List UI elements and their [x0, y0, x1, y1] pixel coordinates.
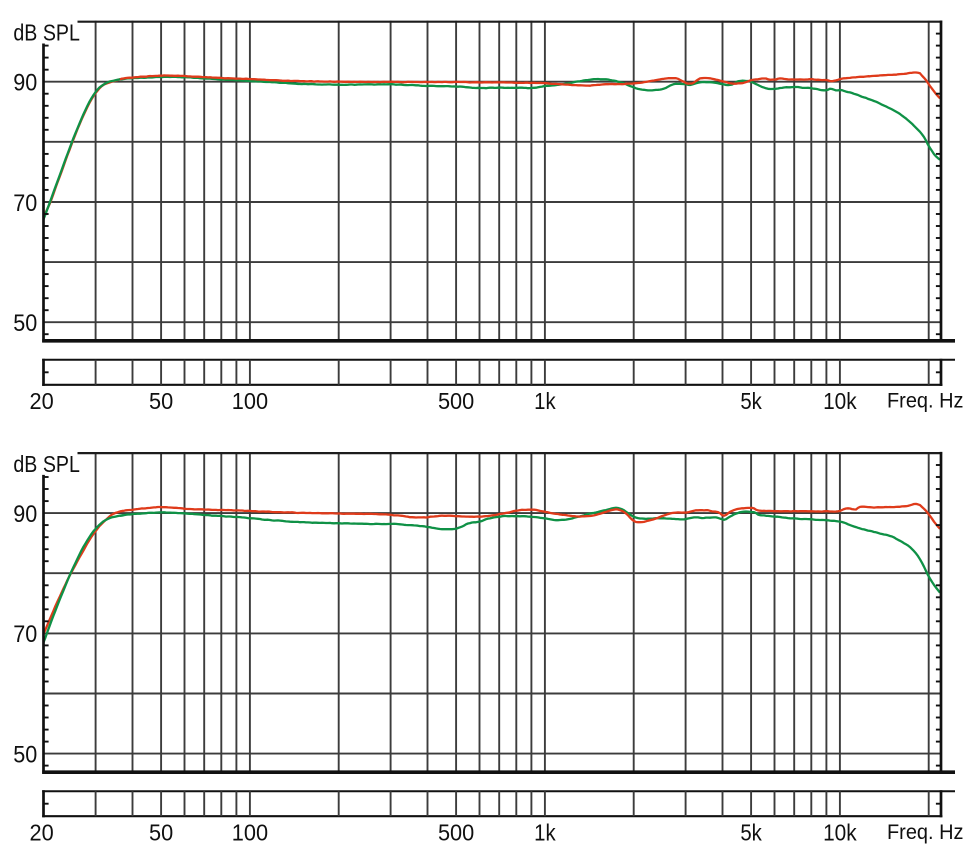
svg-text:dB SPL: dB SPL [13, 451, 80, 477]
svg-text:500: 500 [438, 820, 474, 846]
svg-text:100: 100 [232, 388, 268, 414]
svg-text:50: 50 [13, 310, 37, 337]
svg-text:1k: 1k [534, 388, 556, 414]
svg-text:50: 50 [13, 741, 37, 768]
svg-text:50: 50 [149, 820, 173, 846]
svg-text:10k: 10k [823, 820, 857, 846]
svg-text:90: 90 [13, 70, 37, 97]
svg-text:500: 500 [438, 388, 474, 414]
svg-text:50: 50 [149, 388, 173, 414]
svg-text:Freq. Hz: Freq. Hz [887, 819, 964, 844]
svg-text:100: 100 [232, 820, 268, 846]
svg-text:5k: 5k [740, 820, 762, 846]
svg-text:20: 20 [29, 820, 53, 846]
svg-text:90: 90 [13, 501, 37, 528]
svg-text:Freq. Hz: Freq. Hz [887, 388, 964, 413]
svg-text:70: 70 [13, 190, 37, 217]
svg-text:dB SPL: dB SPL [13, 20, 80, 46]
svg-text:5k: 5k [740, 388, 762, 414]
svg-text:20: 20 [29, 388, 53, 414]
svg-text:10k: 10k [823, 388, 857, 414]
svg-text:70: 70 [13, 621, 37, 648]
svg-text:1k: 1k [534, 820, 556, 846]
